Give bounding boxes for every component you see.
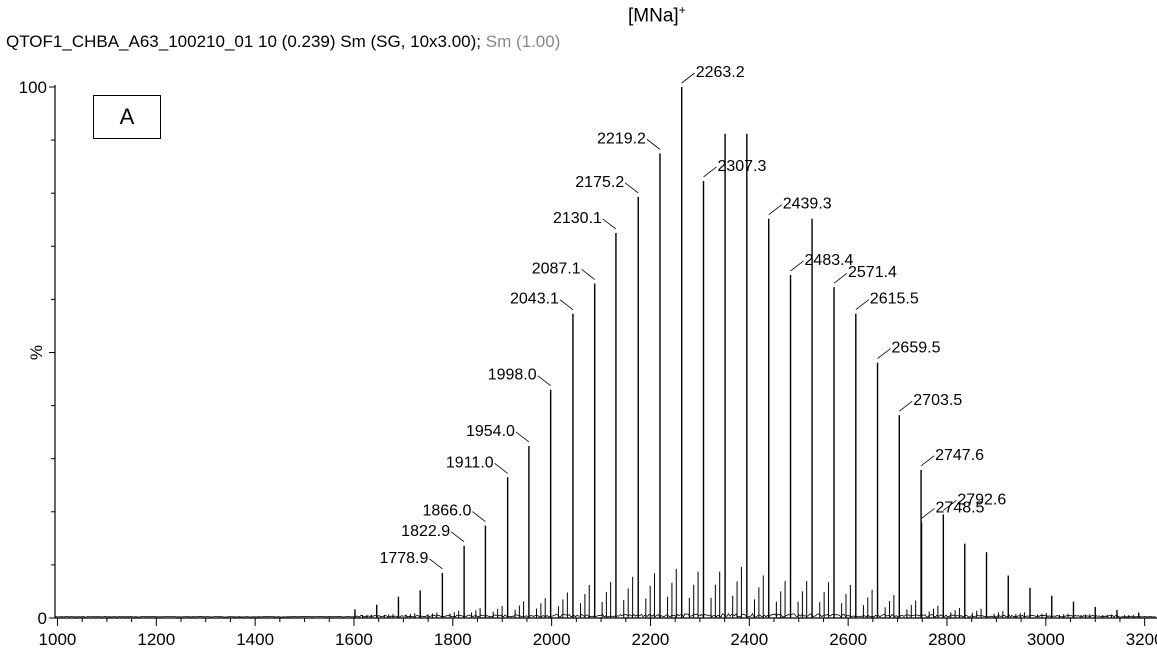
leader-line bbox=[494, 462, 508, 474]
y-tick-label: 100 bbox=[19, 78, 47, 97]
x-tick-label: 2600 bbox=[829, 630, 867, 649]
panel-label: A bbox=[119, 104, 135, 129]
leader-line bbox=[855, 299, 870, 311]
peak-label: 2087.1 bbox=[532, 260, 581, 277]
peak-label: 2439.3 bbox=[783, 196, 832, 213]
peak-label: 2615.5 bbox=[870, 291, 919, 308]
header-text: QTOF1_CHBA_A63_100210_01 10 (0.239) Sm (… bbox=[6, 32, 486, 51]
leader-line bbox=[450, 531, 465, 543]
ion-label: [MNa]+ bbox=[628, 3, 686, 27]
panel-label-box: A bbox=[93, 95, 161, 139]
leader-line bbox=[681, 72, 695, 84]
leader-line bbox=[646, 139, 661, 150]
x-tick-label: 1800 bbox=[434, 630, 472, 649]
leader-line bbox=[899, 400, 913, 412]
leader-line bbox=[768, 204, 782, 216]
peak-label: 2263.2 bbox=[696, 64, 745, 81]
peak-label: 1998.0 bbox=[488, 367, 537, 384]
peak-labels: 1778.9 1822.9 1866.0 1911.0 1954.0 1998.0 2043… bbox=[379, 64, 1006, 570]
baseline-noise bbox=[54, 566, 1157, 618]
leader-line bbox=[515, 431, 530, 443]
x-tick-label: 2400 bbox=[730, 630, 768, 649]
peak-label: 2175.2 bbox=[575, 174, 624, 191]
spectrum-header: QTOF1_CHBA_A63_100210_01 10 (0.239) Sm (… bbox=[6, 32, 560, 52]
peak-label: 1778.9 bbox=[379, 550, 428, 567]
y-tick-label: 0 bbox=[38, 609, 47, 628]
peak-label: 2307.3 bbox=[717, 158, 766, 175]
peak-label: 2703.5 bbox=[913, 392, 962, 409]
peak-label: 1866.0 bbox=[422, 503, 471, 520]
leader-line bbox=[943, 500, 957, 511]
peak-series bbox=[354, 87, 1140, 618]
leader-line bbox=[624, 182, 639, 194]
y-axis-label: % bbox=[27, 345, 46, 360]
peak-label: 2043.1 bbox=[510, 291, 559, 308]
ion-label-text: [MNa] bbox=[628, 5, 679, 27]
leader-line bbox=[833, 272, 848, 284]
leader-line bbox=[581, 269, 595, 280]
leader-line bbox=[920, 455, 935, 467]
peak-label: 1954.0 bbox=[466, 423, 515, 440]
x-tick-label: 2800 bbox=[928, 630, 966, 649]
leader-line bbox=[921, 508, 935, 519]
peak-label: 2219.2 bbox=[597, 130, 646, 147]
x-tick-label: 1600 bbox=[335, 630, 373, 649]
leader-line bbox=[429, 558, 443, 570]
leader-line bbox=[790, 260, 804, 272]
leader-line bbox=[602, 218, 617, 230]
peak-label: 1911.0 bbox=[446, 454, 494, 471]
leader-line bbox=[877, 348, 891, 359]
x-tick-label: 1400 bbox=[236, 630, 274, 649]
leader-line bbox=[537, 375, 551, 386]
header-obscured-text: Sm (1.00) bbox=[485, 32, 561, 51]
x-tick-label: 1200 bbox=[137, 630, 175, 649]
x-tick-label: 1000 bbox=[39, 630, 77, 649]
x-tick-label: 3000 bbox=[1027, 630, 1065, 649]
peak-label: 2130.1 bbox=[553, 210, 602, 227]
peak-label: 2659.5 bbox=[892, 340, 941, 357]
leader-line bbox=[703, 166, 717, 178]
peak-label: 2747.6 bbox=[935, 447, 984, 464]
leader-line bbox=[472, 511, 486, 522]
baseline-noise-trace bbox=[54, 612, 1157, 618]
peak-label: 1822.9 bbox=[401, 523, 450, 540]
peak-label: 2571.4 bbox=[848, 264, 897, 281]
x-tick-label: 3200 bbox=[1126, 630, 1157, 649]
peak-label: 2792.6 bbox=[957, 491, 1006, 508]
x-tick-label: 2000 bbox=[533, 630, 571, 649]
peak-label: 2483.4 bbox=[805, 252, 854, 269]
peak-label: 2748.5 bbox=[936, 499, 985, 516]
chart-axes: 0 100% 1000 1200 1400 1600 1800 2000 2200 2400 260… bbox=[19, 78, 1157, 649]
ion-charge: + bbox=[678, 3, 686, 17]
leader-line bbox=[559, 299, 574, 311]
x-tick-label: 2200 bbox=[632, 630, 670, 649]
